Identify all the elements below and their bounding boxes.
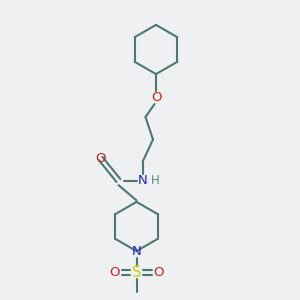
Text: N: N <box>138 174 147 187</box>
Text: H: H <box>151 174 160 187</box>
Text: N: N <box>132 244 141 258</box>
Text: O: O <box>153 266 163 279</box>
Text: O: O <box>151 91 161 104</box>
Text: O: O <box>110 266 120 279</box>
Text: O: O <box>95 152 106 165</box>
Text: S: S <box>132 265 141 280</box>
